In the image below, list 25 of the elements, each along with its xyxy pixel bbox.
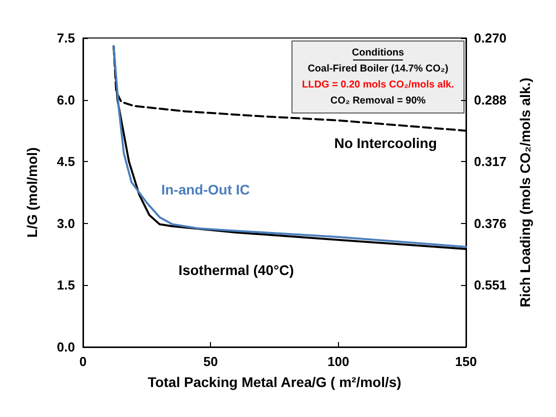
- series-label: Isothermal (40°C): [178, 262, 294, 278]
- y-tick-label: 4.5: [56, 154, 75, 170]
- annotation: LLDG = 0.20 mols CO₂/mols alk.: [302, 80, 454, 90]
- x-axis-title: Total Packing Metal Area/G ( m²/mol/s): [148, 374, 402, 390]
- y-tick-label: 3.0: [56, 216, 75, 231]
- annotation: CO₂ Removal = 90%: [330, 96, 426, 106]
- y-tick-label: 7.5: [56, 30, 75, 46]
- y2-axis-title: Rich Loading (mols CO₂/mols alk.): [517, 78, 533, 308]
- category-label: 0.270: [474, 30, 507, 46]
- annotation: Conditions: [352, 48, 405, 58]
- y-tick-label: 6.0: [56, 92, 75, 108]
- series-label: In-and-Out IC: [161, 181, 250, 198]
- x-tick-label: 0: [79, 354, 87, 369]
- y-axis-title: L/G (mol/mol): [24, 147, 40, 238]
- series-label: No Intercooling: [334, 135, 437, 152]
- x-tick-label: 150: [455, 354, 477, 369]
- category-label: 0.551: [474, 278, 507, 293]
- annotation: Coal-Fired Boiler (14.7% CO₂): [308, 64, 448, 74]
- category-label: 0.376: [474, 216, 507, 231]
- y-tick-label: 0.0: [56, 340, 75, 354]
- y-tick-label: 1.5: [56, 278, 75, 293]
- x-tick-label: 100: [327, 354, 350, 369]
- x-tick-label: 50: [203, 354, 218, 369]
- category-label: 0.317: [474, 154, 507, 170]
- category-label: 0.288: [474, 92, 507, 108]
